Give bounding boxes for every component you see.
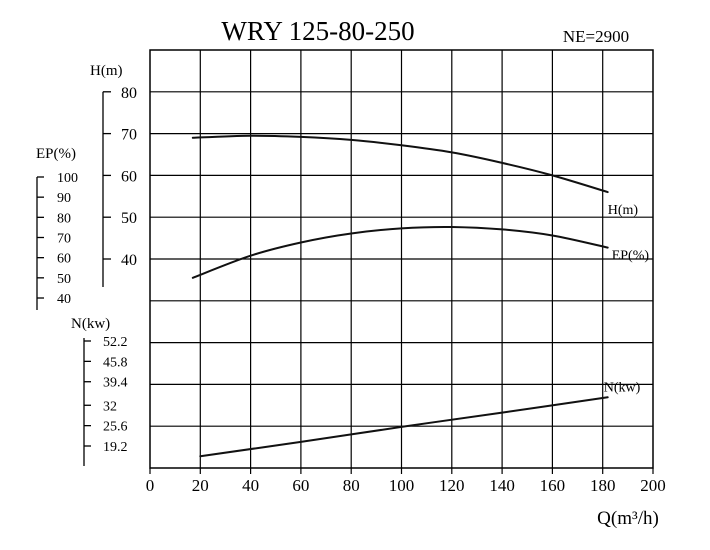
x-tick-label: 180 xyxy=(590,476,616,495)
x-tick-label: 60 xyxy=(292,476,309,495)
x-axis-label: Q(m³/h) xyxy=(597,508,659,529)
n-tick-label: 25.6 xyxy=(103,420,128,435)
ep-axis: EP(%) 100 90 80 70 60 50 40 xyxy=(36,146,78,310)
ep-tick-label: 40 xyxy=(57,292,71,307)
x-tick-label: 20 xyxy=(192,476,209,495)
x-tick-label: 40 xyxy=(242,476,259,495)
h-axis-label: H(m) xyxy=(90,63,123,79)
n-curve xyxy=(199,396,609,458)
h-tick-label: 60 xyxy=(121,168,137,185)
n-tick-label: 52.2 xyxy=(103,335,128,350)
n-tick-label: 39.4 xyxy=(103,376,128,391)
ep-tick-label: 100 xyxy=(57,171,78,186)
x-tick-label: 200 xyxy=(640,476,666,495)
x-tick-label: 100 xyxy=(389,476,415,495)
n-tick-label: 32 xyxy=(103,399,117,414)
h-tick-label: 80 xyxy=(121,85,137,102)
h-tick-label: 70 xyxy=(121,127,137,144)
curves: H(m) EP(%) N(kw) xyxy=(191,134,650,458)
ep-tick-label: 90 xyxy=(57,191,71,206)
ep-tick-label: 70 xyxy=(57,232,71,247)
ep-tick-label: 60 xyxy=(57,252,71,267)
h-tick-label: 50 xyxy=(121,210,137,227)
chart-title: WRY 125-80-250 xyxy=(221,16,414,46)
plot-grid xyxy=(149,49,654,469)
ep-curve xyxy=(191,225,609,279)
h-curve-label: H(m) xyxy=(608,203,639,218)
h-axis: H(m) 80 70 60 50 40 xyxy=(90,63,137,287)
ep-tick-label: 50 xyxy=(57,272,71,287)
n-tick-label: 45.8 xyxy=(103,355,128,370)
x-tick-label: 160 xyxy=(540,476,566,495)
n-curve-label: N(kw) xyxy=(604,380,641,395)
ep-tick-label: 80 xyxy=(57,211,71,226)
x-axis: 0 20 40 60 80 100 120 140 160 180 200 xyxy=(146,468,666,495)
x-tick-label: 0 xyxy=(146,476,155,495)
h-curve xyxy=(191,134,609,194)
x-tick-label: 140 xyxy=(489,476,515,495)
x-tick-label: 120 xyxy=(439,476,465,495)
ep-curve-label: EP(%) xyxy=(612,249,650,264)
x-tick-label: 80 xyxy=(343,476,360,495)
n-axis: N(kw) 52.2 45.8 39.4 32 25.6 19.2 xyxy=(71,316,128,466)
n-axis-label: N(kw) xyxy=(71,316,110,332)
n-tick-label: 19.2 xyxy=(103,440,128,455)
h-tick-label: 40 xyxy=(121,252,137,269)
speed-label: NE=2900 xyxy=(563,27,629,46)
ep-axis-label: EP(%) xyxy=(36,146,76,162)
